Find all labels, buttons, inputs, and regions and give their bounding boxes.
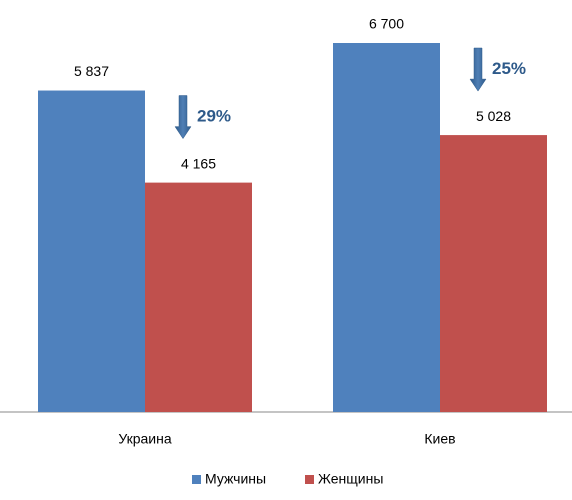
bar (440, 135, 547, 412)
legend-swatch (192, 475, 201, 484)
value-label: 6 700 (369, 16, 404, 32)
value-label: 5 837 (74, 63, 109, 79)
arrow (174, 95, 192, 140)
arrow (469, 47, 487, 92)
annotation: 29% (197, 107, 231, 126)
x-tick-label: Украина (118, 431, 172, 447)
annotation: 25% (492, 59, 526, 78)
legend-label: Женщины (318, 471, 383, 487)
value-label: 5 028 (476, 108, 511, 124)
bar (333, 43, 440, 412)
bar (38, 90, 145, 412)
value-label: 4 165 (181, 155, 216, 171)
x-tick-label: Киев (424, 431, 455, 447)
bar (145, 182, 252, 412)
legend-swatch (305, 475, 314, 484)
legend-label: Мужчины (205, 471, 266, 487)
